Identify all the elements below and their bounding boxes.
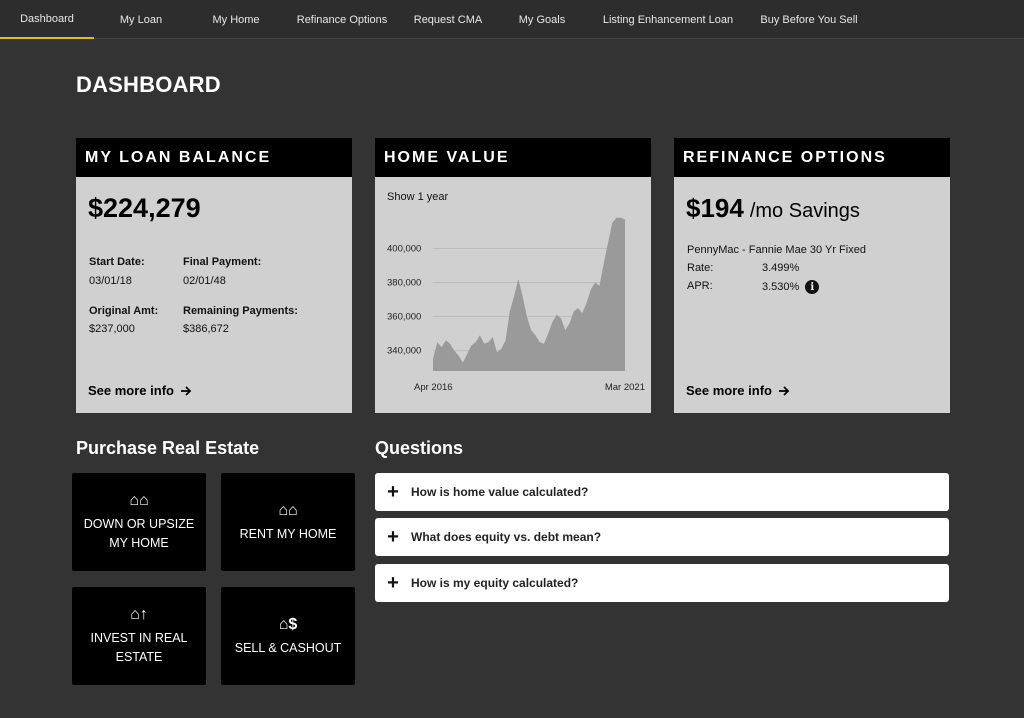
refi-apr-label: APR: (687, 280, 713, 292)
nav-tab-my-home[interactable]: My Home (212, 13, 260, 26)
show-period-label[interactable]: Show 1 year (387, 191, 449, 203)
loan-balance-card: MY LOAN BALANCE $224,279 Start Date: 03/… (76, 138, 352, 413)
question-equity-calculated[interactable]: + How is my equity calculated? (375, 564, 949, 602)
original-amt-value: $237,000 (89, 323, 135, 335)
nav-tab-my-loan[interactable]: My Loan (119, 13, 163, 26)
tile-rent-my-home[interactable]: ⌂⌂ RENT MY HOME (221, 473, 355, 571)
plus-icon: + (387, 525, 399, 548)
y-tick-label: 360,000 (387, 312, 421, 323)
home-value-chart: 400,000 380,000 360,000 340,000 Apr 2016 Mar … (387, 217, 645, 393)
house-dollar-icon: ⌂$ (278, 615, 298, 633)
plus-icon: + (387, 480, 399, 503)
refi-apr-value: 3.530% (762, 280, 800, 293)
refi-savings: $194 /mo Savings (686, 193, 860, 224)
y-tick-label: 380,000 (387, 277, 421, 288)
start-date-value: 03/01/18 (89, 275, 132, 287)
refi-see-more-link[interactable]: See more info (686, 383, 790, 398)
nav-tab-my-goals[interactable]: My Goals (518, 13, 566, 26)
tile-label: DOWN OR UPSIZE MY HOME (83, 517, 195, 550)
tile-label: INVEST IN REAL ESTATE (90, 631, 188, 664)
question-home-value[interactable]: + How is home value calculated? (375, 473, 949, 511)
final-payment-label: Final Payment: (183, 256, 262, 268)
nav-tab-refinance-options[interactable]: Refinance Options (296, 13, 388, 26)
refinance-card: REFINANCE OPTIONS $194 /mo Savings Penny… (674, 138, 950, 413)
nav-tab-dashboard[interactable]: Dashboard (0, 0, 94, 39)
remaining-payments-label: Remaining Payments: (183, 305, 298, 317)
refi-savings-suffix: /mo Savings (749, 200, 860, 222)
top-nav: Dashboard My Loan My Home Refinance Opti… (0, 0, 1024, 39)
refi-see-more-label: See more info (686, 383, 772, 398)
original-amt-label: Original Amt: (89, 305, 159, 317)
x-end-label: Mar 2021 (605, 382, 645, 393)
refi-apr-row: 3.530% i (762, 280, 820, 294)
loan-balance-title: MY LOAN BALANCE (76, 138, 352, 177)
house-arrow-up-icon: ⌂↑ (130, 606, 148, 623)
arrow-right-icon (778, 385, 790, 396)
y-tick-label: 400,000 (387, 243, 421, 254)
tile-sell-cashout[interactable]: ⌂$ SELL & CASHOUT (221, 587, 355, 685)
final-payment-value: 02/01/48 (183, 275, 226, 287)
question-equity-vs-debt[interactable]: + What does equity vs. debt mean? (375, 518, 949, 556)
questions-section-title: Questions (375, 438, 464, 458)
refi-savings-amount: $194 (686, 193, 744, 223)
loan-see-more-label: See more info (88, 383, 174, 398)
x-start-label: Apr 2016 (414, 382, 453, 393)
tile-label: RENT MY HOME (239, 526, 337, 541)
tile-label: SELL & CASHOUT (234, 640, 342, 655)
nav-tab-buy-before-you-sell[interactable]: Buy Before You Sell (760, 13, 858, 26)
home-value-card: HOME VALUE Show 1 year 400,000 380,000 360… (375, 138, 651, 413)
houses-icon: ⌂⌂ (278, 501, 298, 519)
plus-icon: + (387, 571, 399, 594)
tile-down-upsize-home[interactable]: ⌂⌂ DOWN OR UPSIZE MY HOME (72, 473, 206, 571)
refi-rate-label: Rate: (687, 262, 714, 274)
home-value-area-series (433, 217, 625, 371)
houses-icon: ⌂⌂ (129, 492, 149, 509)
question-text: How is my equity calculated? (411, 576, 579, 590)
nav-tab-request-cma[interactable]: Request CMA (413, 13, 483, 26)
tile-invest-real-estate[interactable]: ⌂↑ INVEST IN REAL ESTATE (72, 587, 206, 685)
nav-tab-listing-enhancement-loan[interactable]: Listing Enhancement Loan (602, 13, 734, 26)
loan-see-more-link[interactable]: See more info (88, 383, 192, 398)
arrow-right-icon (180, 385, 192, 396)
refinance-title: REFINANCE OPTIONS (674, 138, 950, 177)
page-title: DASHBOARD (76, 72, 221, 97)
remaining-payments-value: $386,672 (183, 323, 229, 335)
refi-lender: PennyMac - Fannie Mae 30 Yr Fixed (687, 244, 866, 256)
info-icon[interactable]: i (805, 280, 820, 294)
refi-rate-value: 3.499% (762, 262, 800, 274)
y-tick-label: 340,000 (387, 346, 421, 357)
home-value-title: HOME VALUE (375, 138, 651, 177)
question-text: What does equity vs. debt mean? (411, 530, 602, 544)
purchase-section-title: Purchase Real Estate (76, 438, 260, 458)
start-date-label: Start Date: (89, 256, 145, 268)
question-text: How is home value calculated? (411, 485, 589, 499)
loan-balance-amount: $224,279 (88, 193, 201, 223)
